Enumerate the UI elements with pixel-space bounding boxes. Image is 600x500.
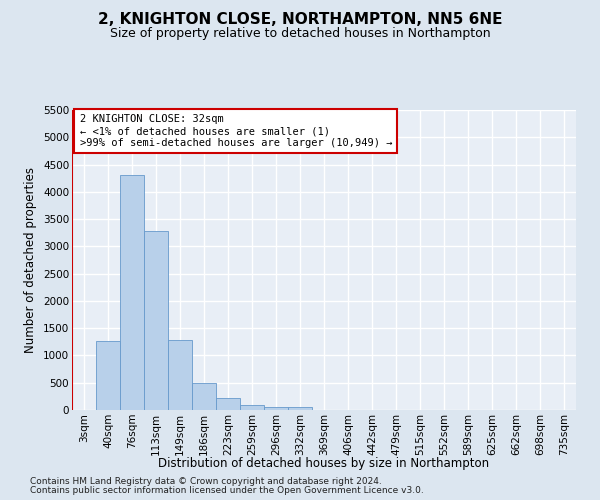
Bar: [120, 176, 144, 410]
Bar: [144, 231, 168, 410]
Bar: [288, 408, 312, 410]
Bar: [216, 398, 240, 410]
Bar: [168, 340, 192, 410]
Bar: [96, 340, 120, 410]
Text: Contains HM Land Registry data © Crown copyright and database right 2024.: Contains HM Land Registry data © Crown c…: [30, 477, 382, 486]
Text: Size of property relative to detached houses in Northampton: Size of property relative to detached ho…: [110, 28, 490, 40]
Bar: [264, 406, 288, 410]
Y-axis label: Number of detached properties: Number of detached properties: [25, 167, 37, 353]
Text: Distribution of detached houses by size in Northampton: Distribution of detached houses by size …: [158, 458, 490, 470]
Text: 2 KNIGHTON CLOSE: 32sqm
← <1% of detached houses are smaller (1)
>99% of semi-de: 2 KNIGHTON CLOSE: 32sqm ← <1% of detache…: [80, 114, 392, 148]
Bar: [192, 384, 216, 410]
Text: Contains public sector information licensed under the Open Government Licence v3: Contains public sector information licen…: [30, 486, 424, 495]
Text: 2, KNIGHTON CLOSE, NORTHAMPTON, NN5 6NE: 2, KNIGHTON CLOSE, NORTHAMPTON, NN5 6NE: [98, 12, 502, 28]
Bar: [240, 405, 264, 410]
